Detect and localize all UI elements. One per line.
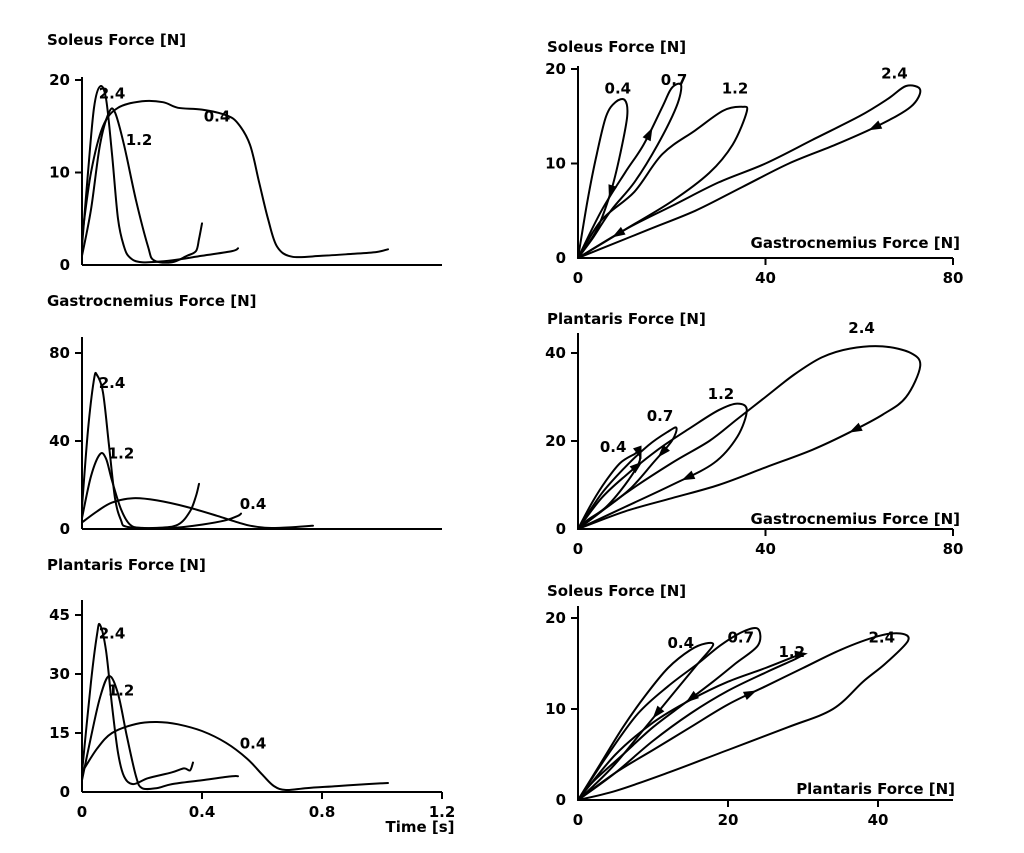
series-line-3 [81, 497, 314, 529]
series-line-4 [577, 632, 910, 801]
direction-arrow [632, 445, 642, 460]
series-line-1 [81, 622, 194, 786]
series-label: 0.4 [667, 634, 694, 652]
series-line-4 [577, 345, 922, 530]
series-label: 0.4 [605, 80, 632, 98]
x-tick-label: 40 [868, 811, 889, 829]
series-label: 0.4 [600, 438, 627, 456]
series-label: 1.2 [722, 80, 749, 98]
x-axis-label: Gastrocnemius Force [N] [751, 234, 960, 252]
x-axis-label: Gastrocnemius Force [N] [751, 510, 960, 528]
x-tick-label: 80 [943, 540, 964, 558]
series-line-2 [81, 107, 203, 264]
y-tick-label: 20 [545, 432, 566, 450]
series-line-1 [81, 371, 200, 530]
series-label: 0.4 [240, 735, 267, 753]
series-label: 0.7 [661, 71, 688, 89]
x-axis-label: Time [s] [385, 818, 454, 836]
series-label: 1.2 [778, 643, 805, 661]
x-tick-label: 80 [943, 269, 964, 287]
y-tick-label: 40 [49, 432, 70, 450]
x-tick-label: 1.2 [429, 803, 456, 821]
x-tick-label: 0.4 [189, 803, 216, 821]
series-label: 2.4 [99, 85, 126, 103]
series-label: 2.4 [868, 629, 895, 647]
y-tick-label: 20 [49, 71, 70, 89]
y-tick-label: 10 [545, 700, 566, 718]
series-line-1 [577, 641, 715, 801]
series-label: 2.4 [99, 625, 126, 643]
y-tick-label: 20 [545, 609, 566, 627]
x-tick-label: 40 [755, 540, 776, 558]
chart-title: Soleus Force [N] [547, 38, 686, 56]
x-tick-label: 0 [573, 540, 583, 558]
y-tick-label: 0 [556, 791, 566, 809]
x-tick-label: 20 [718, 811, 739, 829]
y-tick-label: 0 [60, 520, 70, 538]
series-line-2 [577, 626, 762, 801]
chart-title: Plantaris Force [N] [47, 556, 206, 574]
direction-arrow [657, 444, 670, 458]
series-label: 2.4 [881, 64, 908, 82]
chart-panel-soleus_time: Soleus Force [N] 0 10 20 2.4 1.2 0.4 [47, 31, 442, 274]
chart-panel-gastroc_time: Gastrocnemius Force [N] 0 40 80 2.4 1.2 0.4 [47, 292, 442, 538]
y-tick-label: 15 [49, 724, 70, 742]
chart-panel-soleus_vs_gastroc: Soleus Force [N] 0 10 20 0 40 80 Gastrocnemius … [545, 38, 963, 287]
y-tick-label: 30 [49, 665, 70, 683]
x-axis-label: Plantaris Force [N] [796, 780, 955, 798]
series-label: 1.2 [108, 445, 135, 463]
series-label: 0.4 [240, 495, 267, 513]
y-tick-label: 20 [545, 60, 566, 78]
y-tick-label: 80 [49, 344, 70, 362]
x-tick-label: 0.8 [309, 803, 336, 821]
direction-arrow [652, 705, 665, 719]
direction-arrow [685, 690, 699, 703]
direction-arrow [742, 690, 757, 701]
chart-title: Soleus Force [N] [47, 31, 186, 49]
y-tick-label: 0 [60, 783, 70, 801]
series-line-3 [577, 105, 749, 259]
chart-title: Plantaris Force [N] [547, 310, 706, 328]
chart-panel-plantaris_vs_gastroc: Plantaris Force [N] 0 20 40 0 40 80 Gastrocnemi… [545, 310, 963, 558]
chart-title: Soleus Force [N] [547, 582, 686, 600]
series-label: 1.2 [126, 131, 153, 149]
series-line-3 [81, 99, 389, 259]
series-label: 1.2 [708, 385, 735, 403]
series-line-3 [81, 720, 389, 792]
series-line-2 [81, 452, 242, 530]
x-tick-label: 0 [573, 269, 583, 287]
direction-arrow [849, 422, 863, 433]
x-tick-label: 0 [573, 811, 583, 829]
y-tick-label: 10 [49, 164, 70, 182]
series-label: 0.7 [647, 407, 674, 425]
y-tick-label: 0 [556, 520, 566, 538]
y-tick-label: 0 [60, 256, 70, 274]
series-label: 0.7 [727, 629, 754, 647]
y-tick-label: 0 [556, 249, 566, 267]
direction-arrow [629, 461, 643, 474]
series-label: 2.4 [848, 319, 875, 337]
direction-arrow [794, 650, 808, 660]
direction-arrow [868, 120, 883, 131]
chart-panel-soleus_vs_plantaris: Soleus Force [N] 0 10 20 0 20 40 Plantaris Forc… [545, 582, 955, 829]
series-line-4 [577, 84, 922, 259]
series-line-3 [577, 402, 748, 530]
series-label: 1.2 [108, 682, 135, 700]
x-tick-label: 0 [77, 803, 87, 821]
series-line-1 [577, 98, 629, 259]
y-tick-label: 40 [545, 344, 566, 362]
y-tick-label: 45 [49, 606, 70, 624]
series-label: 0.4 [204, 108, 231, 126]
series-line-1 [81, 85, 239, 264]
series-label: 2.4 [99, 374, 126, 392]
series-line-2 [81, 675, 239, 791]
x-tick-label: 40 [755, 269, 776, 287]
direction-arrow [681, 470, 696, 481]
chart-title: Gastrocnemius Force [N] [47, 292, 256, 310]
direction-arrow [642, 127, 653, 142]
series-line-2 [577, 426, 678, 530]
y-tick-label: 10 [545, 155, 566, 173]
